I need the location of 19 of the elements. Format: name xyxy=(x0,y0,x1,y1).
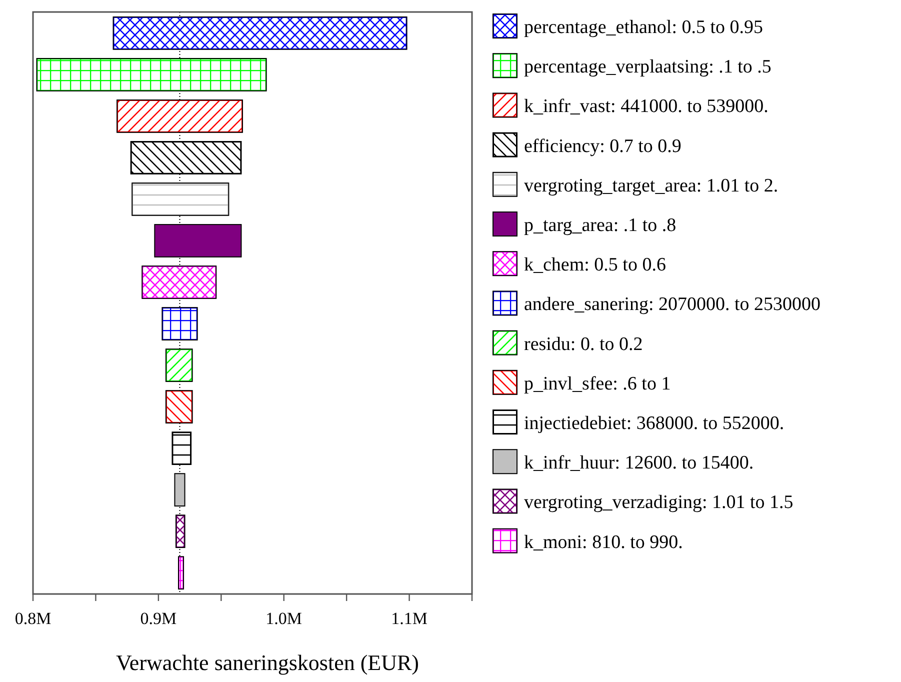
legend-label: k_chem: 0.5 to 0.6 xyxy=(524,254,666,276)
legend-label: p_targ_area: .1 to .8 xyxy=(524,215,676,236)
x-tick-label: 1.1M xyxy=(391,609,428,628)
legend-label: k_infr_huur: 12600. to 15400. xyxy=(524,452,754,474)
x-axis-title: Verwachte saneringskosten (EUR) xyxy=(116,650,420,675)
legend-label: k_moni: 810. to 990. xyxy=(524,532,683,553)
x-tick-label: 0.8M xyxy=(14,609,52,628)
legend-label: vergroting_verzadiging: 1.01 to 1.5 xyxy=(524,492,794,514)
x-tick-label: 1.0M xyxy=(266,609,302,628)
legend-label: injectiedebiet: 368000. to 552000. xyxy=(524,413,784,434)
legend-label: andere_sanering: 2070000. to 2530000 xyxy=(524,294,821,316)
x-tick-label: 0.9M xyxy=(140,609,177,628)
legend-label: k_infr_vast: 441000. to 539000. xyxy=(524,96,768,118)
legend-label: efficiency: 0.7 to 0.9 xyxy=(524,136,682,157)
legend-label: percentage_ethanol: 0.5 to 0.95 xyxy=(524,17,764,38)
legend-label: p_invl_sfee: .6 to 1 xyxy=(524,373,671,394)
legend-label: residu: 0. to 0.2 xyxy=(524,334,643,355)
legend-label: percentage_verplaatsing: .1 to .5 xyxy=(524,56,772,78)
legend-label: vergroting_target_area: 1.01 to 2. xyxy=(524,175,778,196)
